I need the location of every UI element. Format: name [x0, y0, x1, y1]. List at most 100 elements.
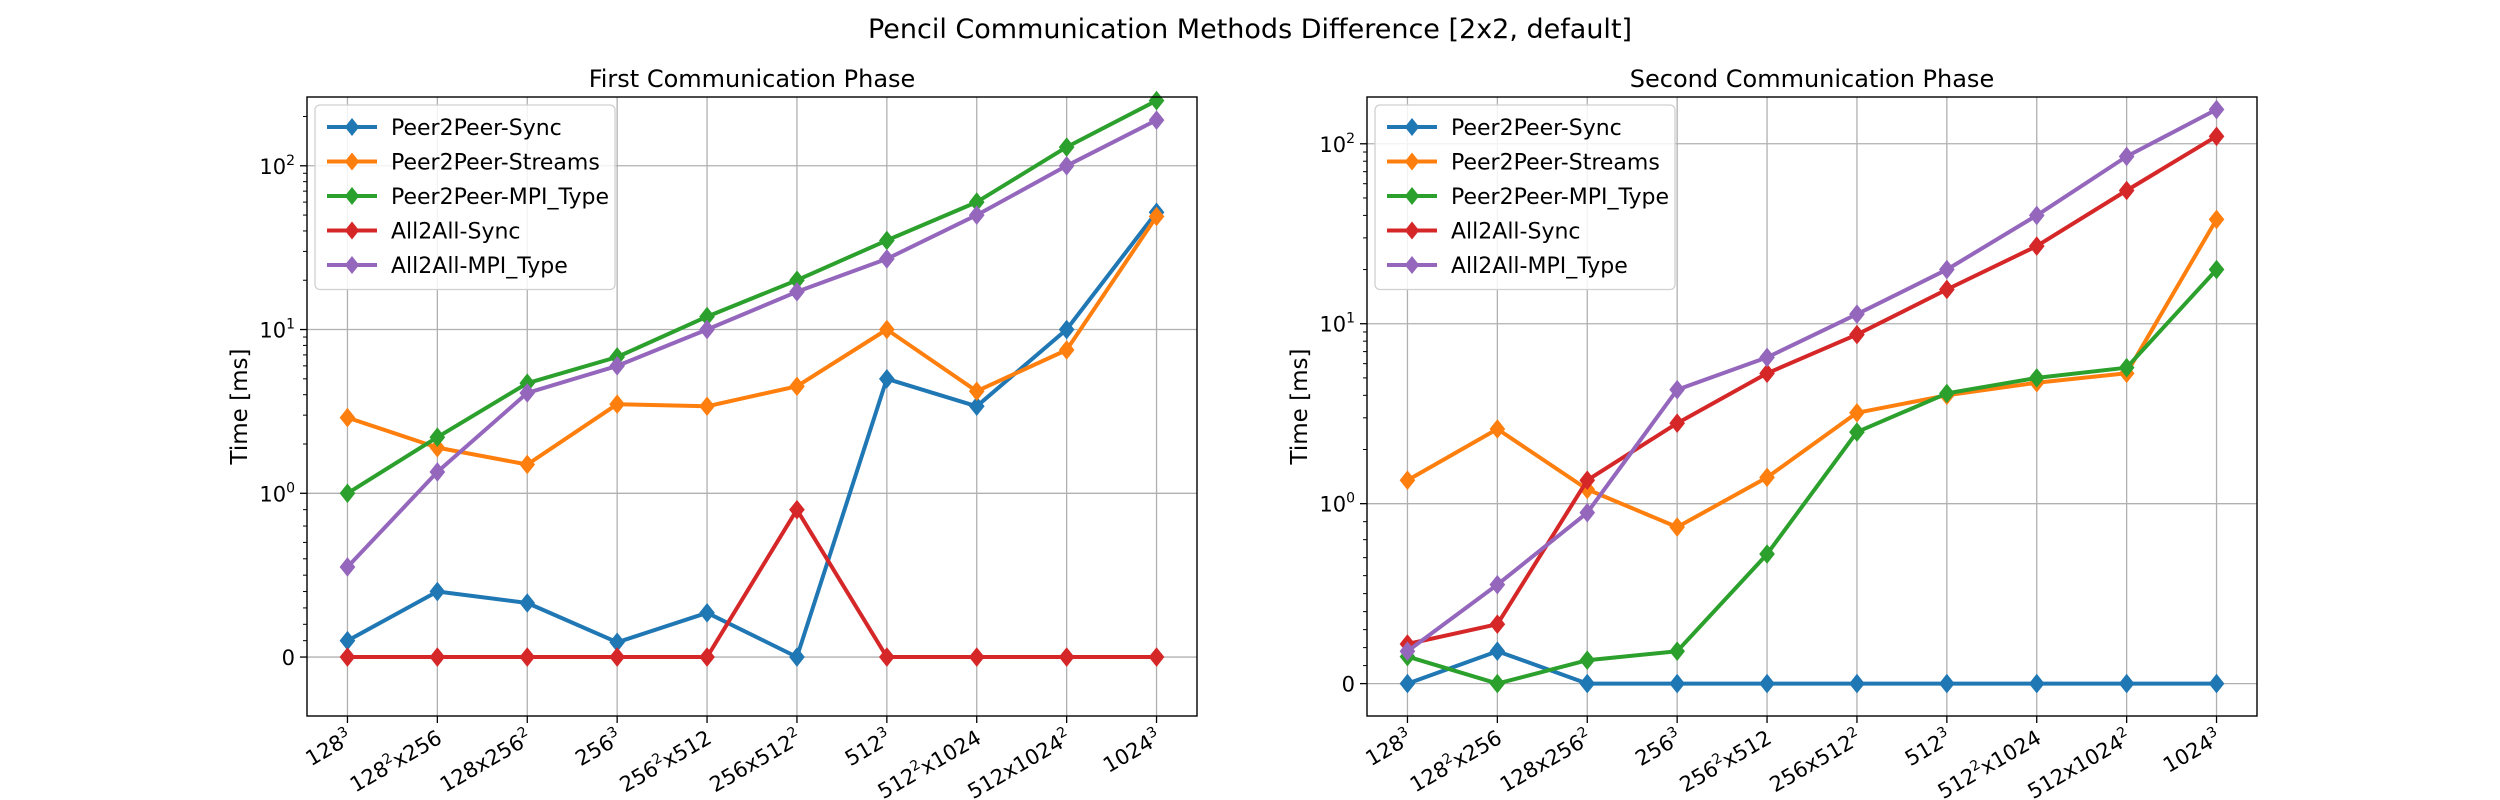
data-point [1759, 673, 1775, 694]
data-point [429, 647, 446, 667]
data-point [1939, 673, 1955, 694]
series-line [346, 98, 1158, 495]
x-tick-label: 2563 [1630, 724, 1685, 771]
data-point [2028, 236, 2045, 256]
data-point [1939, 259, 1955, 280]
data-point [1148, 110, 1165, 130]
series-peer2peer-mpi-type [1399, 259, 2225, 694]
data-point [2208, 673, 2225, 694]
data-point [2208, 99, 2225, 120]
legend-label: All2All-MPI_Type [391, 254, 568, 279]
data-point [2118, 357, 2135, 378]
data-point [789, 376, 805, 397]
x-tick-label: 10243 [1098, 724, 1165, 778]
legend-marker [1404, 256, 1420, 274]
legend-label: Peer2Peer-MPI_Type [391, 185, 609, 210]
legend-entry: Peer2Peer-Streams [327, 151, 600, 176]
data-point [1849, 673, 1865, 694]
data-point [968, 396, 985, 417]
x-tick-label: 128x2562 [1495, 724, 1596, 797]
series-all2all-sync [1399, 126, 2225, 654]
series-line [1406, 268, 2218, 686]
data-point [1399, 470, 1416, 491]
data-point [609, 647, 625, 667]
series-line [1406, 218, 2219, 530]
figure-title: Pencil Communication Methods Difference … [868, 14, 1632, 45]
legend-entry: All2All-Sync [327, 220, 521, 245]
series-line [1406, 649, 2217, 686]
legend-label: Peer2Peer-Streams [391, 151, 600, 176]
legend-marker [344, 221, 360, 240]
data-point [2208, 126, 2225, 147]
data-point [2118, 180, 2135, 201]
data-point [879, 647, 895, 667]
series-peer2peer-sync [1399, 641, 2225, 694]
data-point [879, 249, 895, 269]
axes-frame [1366, 96, 2258, 717]
data-point [429, 462, 446, 482]
legend-entry: Peer2Peer-Streams [1387, 151, 1660, 176]
legend-marker [344, 187, 360, 205]
data-point [1849, 304, 1865, 324]
data-point [1669, 673, 1685, 694]
x-tick-label: 1282x256 [1405, 724, 1506, 797]
legend-label: All2All-Sync [391, 220, 521, 245]
y-axis-label: Time [ms] [227, 349, 253, 466]
data-point [2118, 673, 2135, 694]
data-point [1669, 413, 1685, 434]
x-tick-label: 5123 [1900, 724, 1955, 771]
data-point [1579, 502, 1596, 523]
chart-title: Second Communication Phase [1630, 65, 1994, 93]
x-tick-label: 128x2562 [435, 724, 536, 797]
data-point [1849, 324, 1865, 345]
data-point [1058, 137, 1075, 157]
data-point [1669, 641, 1685, 662]
data-point [1849, 422, 1865, 442]
data-point [1058, 340, 1075, 360]
legend-label: All2All-Sync [1451, 220, 1581, 245]
y-tick-label: 102 [259, 153, 295, 179]
y-tick-label: 101 [1319, 311, 1355, 337]
legend-label: Peer2Peer-Sync [391, 116, 562, 141]
x-tick-label: 2563 [570, 724, 625, 771]
legend-entry: Peer2Peer-MPI_Type [327, 185, 609, 210]
legend-entry: All2All-MPI_Type [1387, 254, 1628, 279]
series-line [346, 211, 1159, 659]
data-point [1489, 641, 1506, 662]
legend-entry: Peer2Peer-Sync [327, 116, 562, 141]
y-tick-label: 100 [1319, 491, 1355, 517]
series-all2all-mpi-type [339, 110, 1165, 577]
data-point [519, 593, 536, 613]
data-point [1058, 319, 1075, 340]
legend-marker [344, 256, 360, 274]
legend-box [314, 104, 616, 291]
x-tick-label: 256x5122 [705, 724, 806, 797]
data-point [1579, 673, 1596, 694]
legend: Peer2Peer-Sync Peer2Peer-Streams Peer2Peer… [1374, 104, 1676, 291]
x-tick-label: 1283 [1361, 724, 1416, 771]
legend-entry: Peer2Peer-MPI_Type [1387, 185, 1669, 210]
data-point [1939, 383, 1955, 404]
data-point [1148, 206, 1165, 227]
data-point [968, 647, 985, 667]
data-point [1759, 363, 1775, 384]
series-line [347, 507, 1157, 659]
data-point [879, 369, 895, 389]
data-point [789, 647, 805, 667]
series-all2all-mpi-type [1399, 99, 2225, 662]
data-point [519, 647, 536, 667]
legend-marker [344, 152, 360, 171]
chart-second-phase: Second Communication Phase 0 100 101 102 1283… [1287, 65, 2258, 800]
data-point [339, 407, 356, 428]
data-point [1669, 517, 1685, 537]
data-point [699, 647, 715, 667]
series-line [346, 215, 1159, 467]
data-point [1148, 90, 1165, 111]
data-point [1759, 467, 1775, 488]
data-point [1489, 574, 1506, 595]
legend-marker [1404, 187, 1420, 205]
legend-marker [1404, 221, 1420, 240]
data-point [1579, 470, 1596, 491]
x-tick-label: 2562x512 [1675, 724, 1776, 797]
